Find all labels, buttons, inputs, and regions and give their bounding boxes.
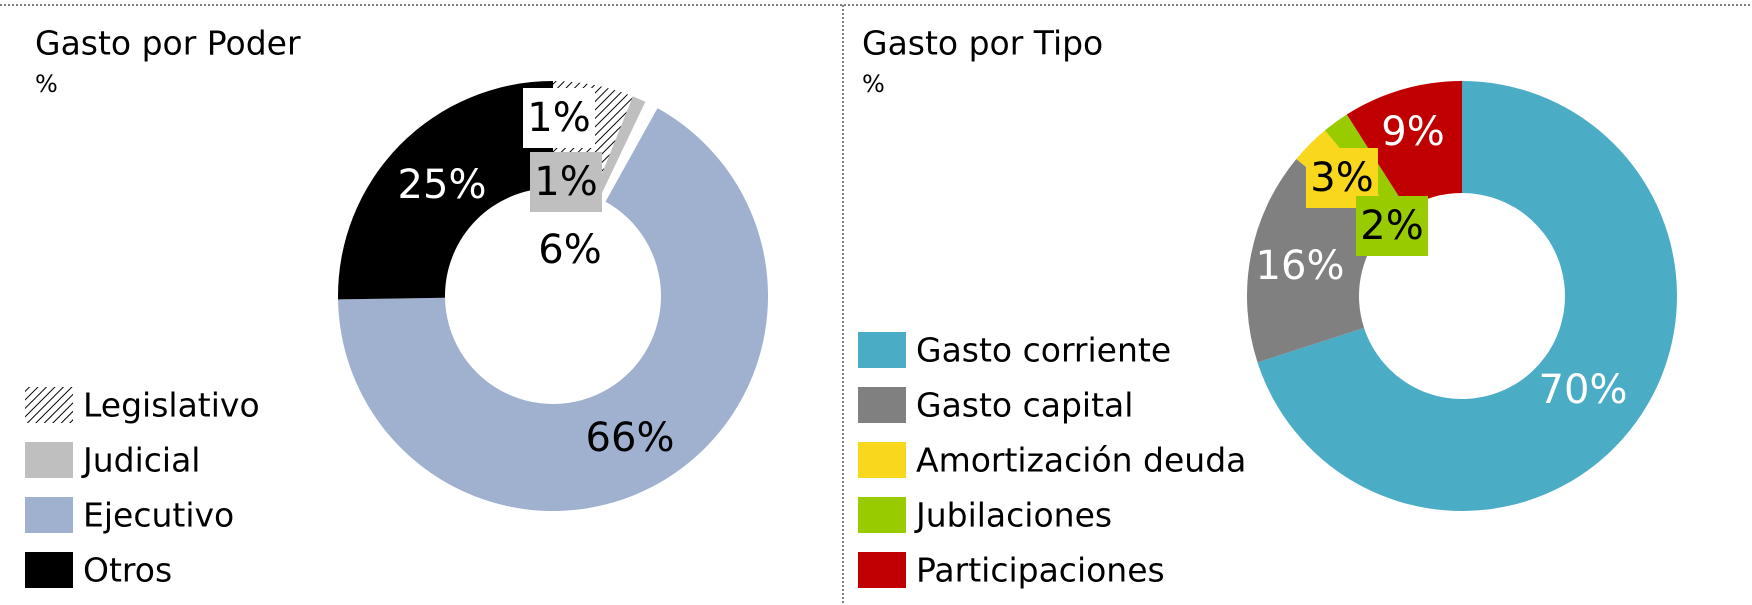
legend-label: Judicial (81, 441, 200, 480)
legend-label: Legislativo (83, 386, 260, 425)
data-label: 6% (538, 227, 601, 273)
legend-label: Otros (83, 551, 172, 590)
donut-slice (593, 96, 646, 199)
data-label: 1% (534, 159, 597, 205)
label-box (530, 152, 602, 212)
data-label: 66% (586, 415, 675, 461)
label-box (1356, 196, 1428, 256)
legend-label: Ejecutivo (83, 496, 234, 535)
legend-swatch (25, 442, 73, 478)
donut-slice (338, 81, 553, 300)
donut-slice (1247, 158, 1383, 363)
chart-subtitle: % (35, 70, 58, 98)
legend-swatch (25, 497, 73, 533)
donut-slice (338, 108, 768, 512)
donut-slice (1346, 81, 1462, 210)
data-label: 70% (1539, 367, 1628, 413)
data-label: 2% (1360, 203, 1423, 249)
legend-swatch (858, 552, 906, 588)
legend-label: Jubilaciones (914, 496, 1112, 535)
data-label: 25% (398, 162, 487, 208)
legend-label: Amortización deuda (916, 441, 1246, 480)
legend-swatch (858, 442, 906, 478)
data-label: 9% (1381, 109, 1444, 155)
legend-label: Gasto capital (916, 386, 1133, 425)
legend-swatch (858, 497, 906, 533)
legend-swatch (858, 387, 906, 423)
legend-label: Gasto corriente (916, 331, 1171, 370)
donut-slice (1257, 81, 1677, 511)
legend-swatch (858, 332, 906, 368)
label-box (523, 88, 595, 148)
chart-subtitle: % (862, 70, 885, 98)
donut-slice (599, 101, 658, 202)
data-label: 16% (1256, 243, 1345, 289)
chart-title: Gasto por Poder (35, 24, 301, 63)
data-label: 1% (527, 95, 590, 141)
legend-label: Participaciones (916, 551, 1165, 590)
chart-title: Gasto por Tipo (862, 24, 1103, 63)
data-label: 3% (1310, 155, 1373, 201)
legend-swatch (25, 552, 73, 588)
legend-swatch (25, 387, 73, 423)
